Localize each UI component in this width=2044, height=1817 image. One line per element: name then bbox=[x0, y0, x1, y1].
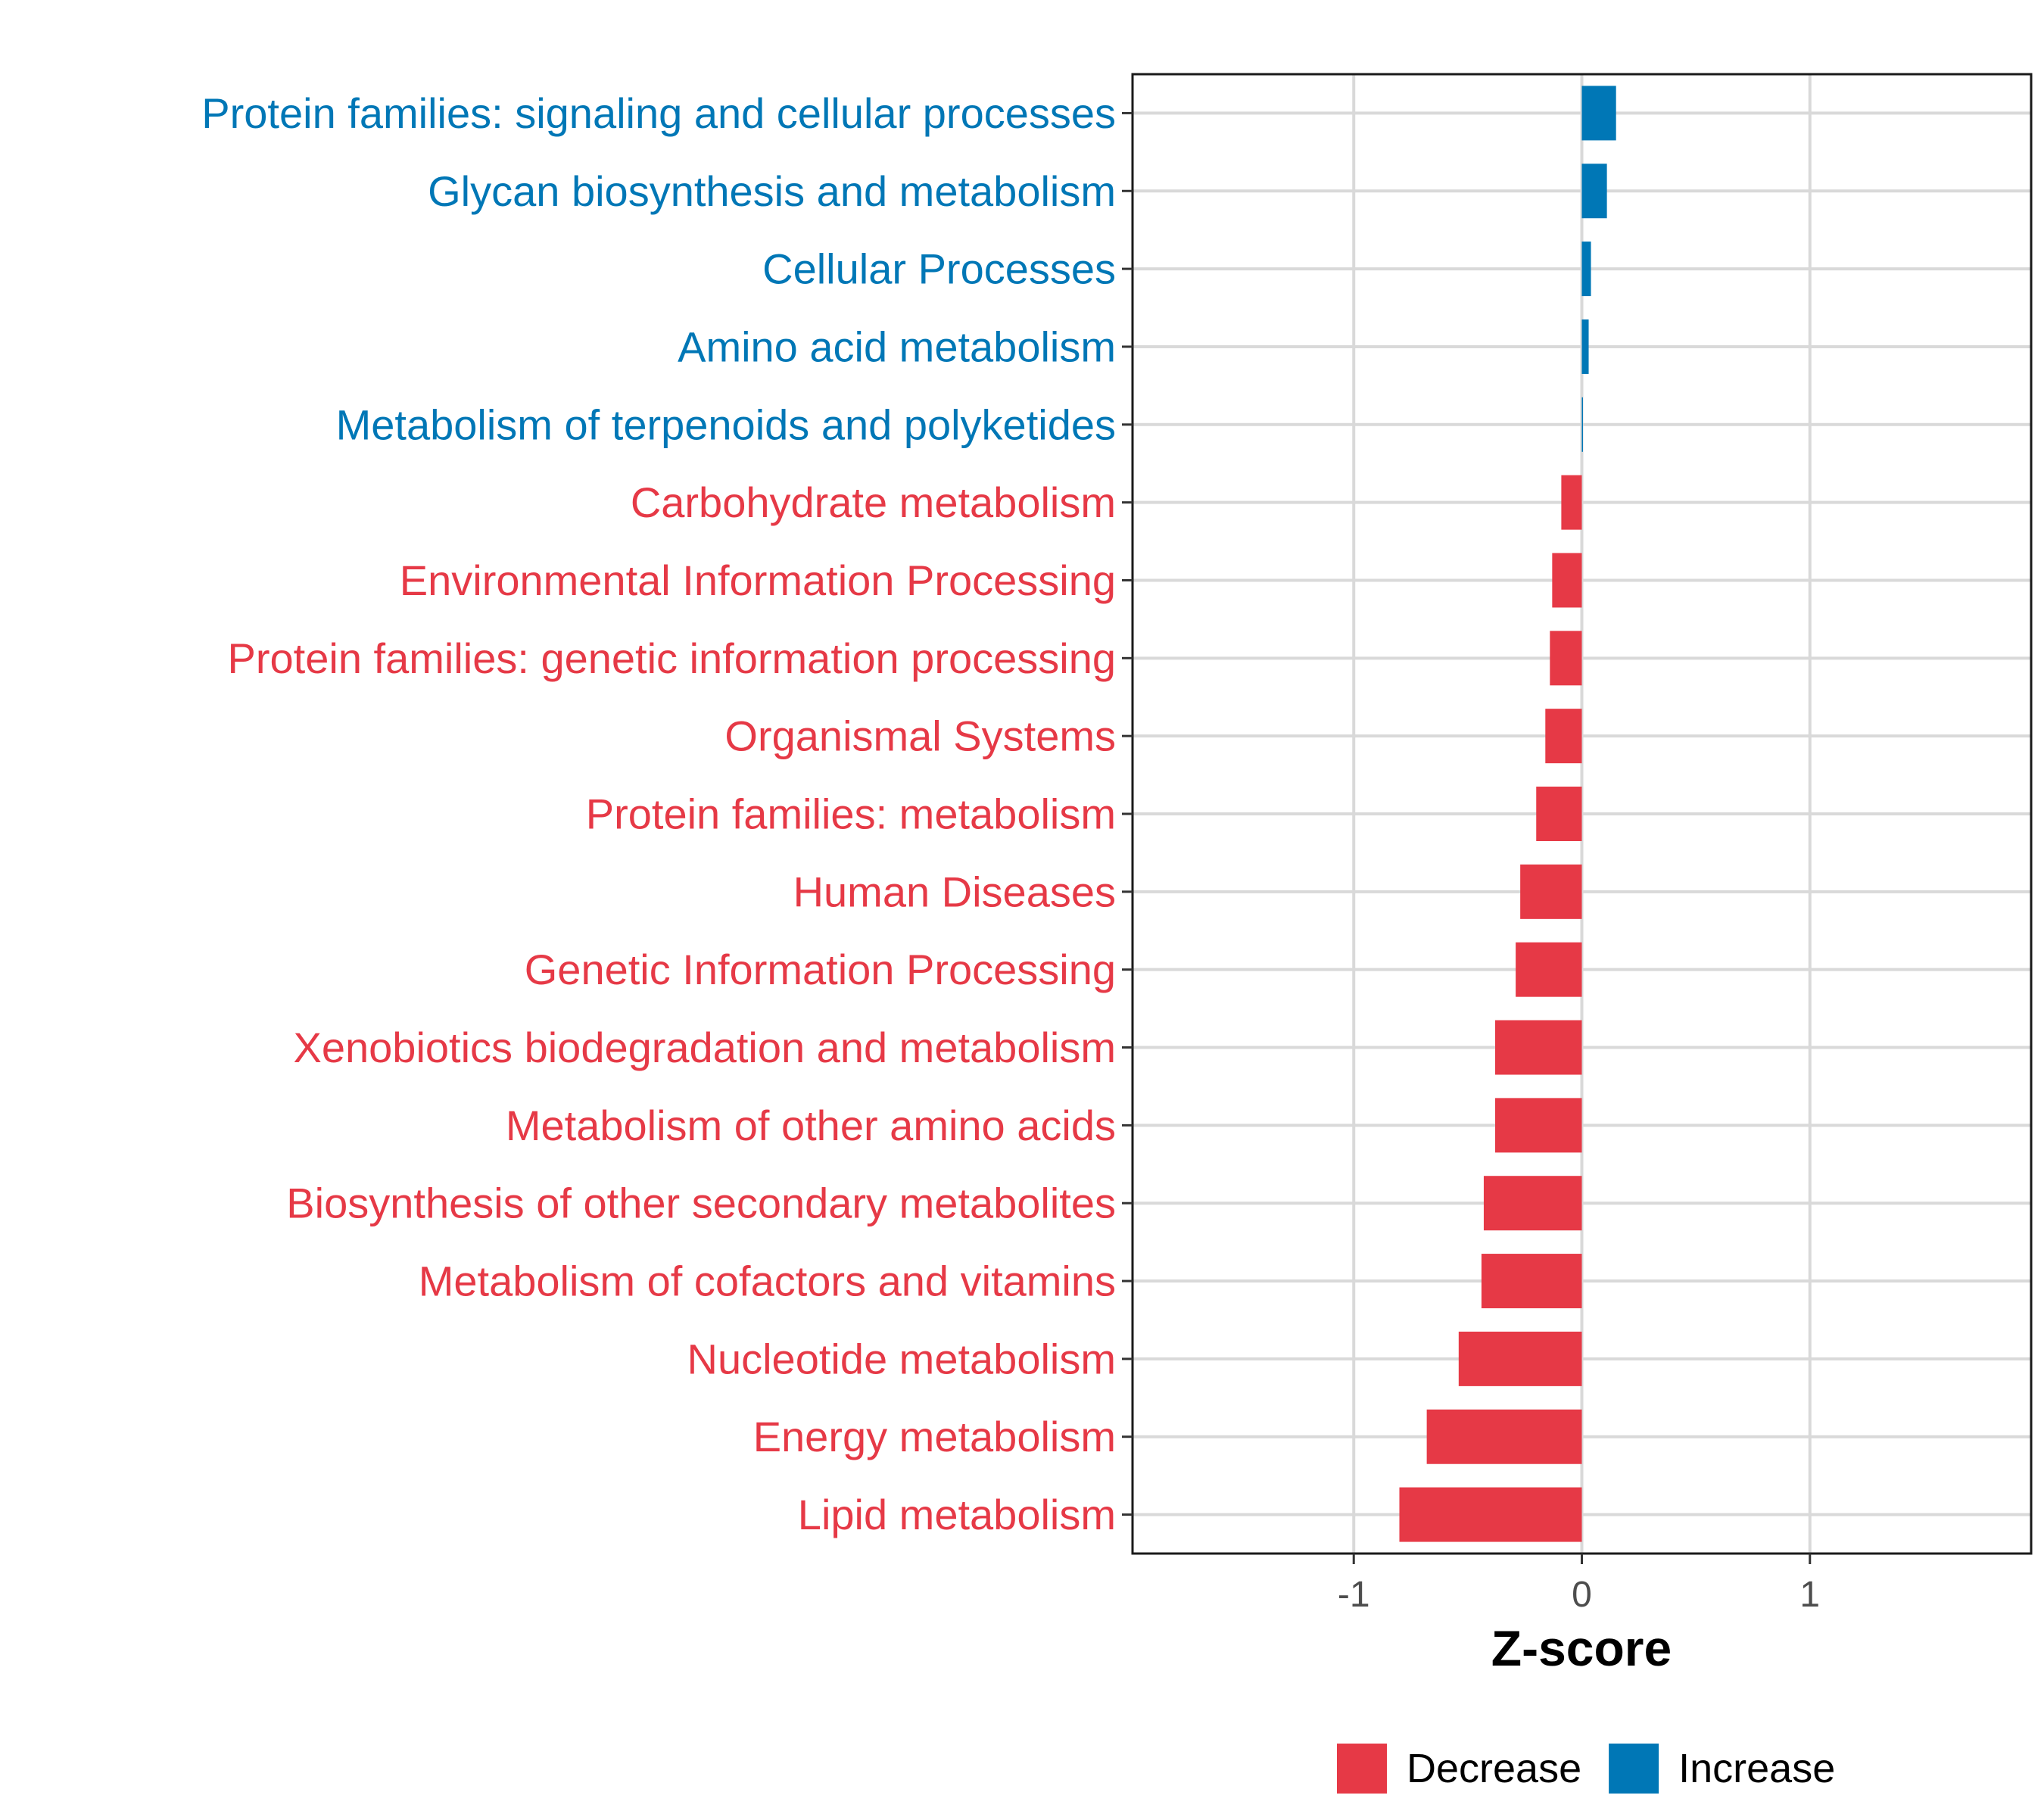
bar bbox=[1483, 1176, 1582, 1231]
bar bbox=[1545, 709, 1582, 764]
bar bbox=[1581, 86, 1616, 141]
x-axis-title: Z-score bbox=[1491, 1620, 1672, 1676]
category-label: Cellular Processes bbox=[762, 245, 1116, 293]
x-tick-label: 1 bbox=[1799, 1575, 1820, 1615]
category-label: Environmental Information Processing bbox=[400, 556, 1116, 604]
bar bbox=[1481, 1254, 1582, 1309]
category-label: Amino acid metabolism bbox=[678, 323, 1116, 370]
bar bbox=[1495, 1098, 1582, 1153]
bar bbox=[1520, 864, 1582, 919]
bar bbox=[1458, 1331, 1582, 1386]
category-label: Carbohydrate metabolism bbox=[631, 478, 1116, 526]
bar bbox=[1516, 942, 1582, 997]
x-tick-label: -1 bbox=[1338, 1575, 1370, 1615]
x-tick-label: 0 bbox=[1572, 1575, 1592, 1615]
category-label: Organismal Systems bbox=[724, 712, 1116, 760]
category-label: Genetic Information Processing bbox=[525, 946, 1116, 993]
category-label: Energy metabolism bbox=[753, 1413, 1116, 1460]
bar bbox=[1495, 1020, 1582, 1075]
category-label: Nucleotide metabolism bbox=[687, 1335, 1116, 1382]
category-label: Metabolism of other amino acids bbox=[506, 1102, 1116, 1149]
bar bbox=[1581, 397, 1584, 452]
category-label: Protein families: metabolism bbox=[586, 790, 1116, 838]
legend-label-decrease: Decrease bbox=[1407, 1746, 1581, 1791]
category-label: Human Diseases bbox=[793, 868, 1116, 915]
bar bbox=[1550, 631, 1582, 686]
category-label: Protein families: signaling and cellular… bbox=[201, 89, 1116, 137]
legend-key-increase bbox=[1609, 1744, 1659, 1794]
category-label: Metabolism of cofactors and vitamins bbox=[419, 1258, 1116, 1305]
bar bbox=[1536, 787, 1582, 841]
bar bbox=[1581, 242, 1591, 297]
category-label: Metabolism of terpenoids and polyketides bbox=[336, 400, 1116, 448]
legend-key-decrease bbox=[1337, 1744, 1387, 1794]
bar bbox=[1552, 553, 1582, 608]
bar bbox=[1399, 1487, 1582, 1542]
bar bbox=[1581, 319, 1589, 374]
category-label: Glycan biosynthesis and metabolism bbox=[428, 167, 1116, 215]
category-label: Biosynthesis of other secondary metaboli… bbox=[286, 1180, 1116, 1227]
legend-label-increase: Increase bbox=[1678, 1746, 1835, 1791]
category-label: Lipid metabolism bbox=[798, 1491, 1116, 1538]
category-label: Xenobiotics biodegradation and metabolis… bbox=[294, 1024, 1116, 1071]
legend: Decrease Increase bbox=[1337, 1744, 1835, 1794]
category-label: Protein families: genetic information pr… bbox=[228, 634, 1116, 682]
bar bbox=[1561, 475, 1582, 530]
bar bbox=[1426, 1409, 1582, 1464]
bar bbox=[1581, 164, 1607, 219]
